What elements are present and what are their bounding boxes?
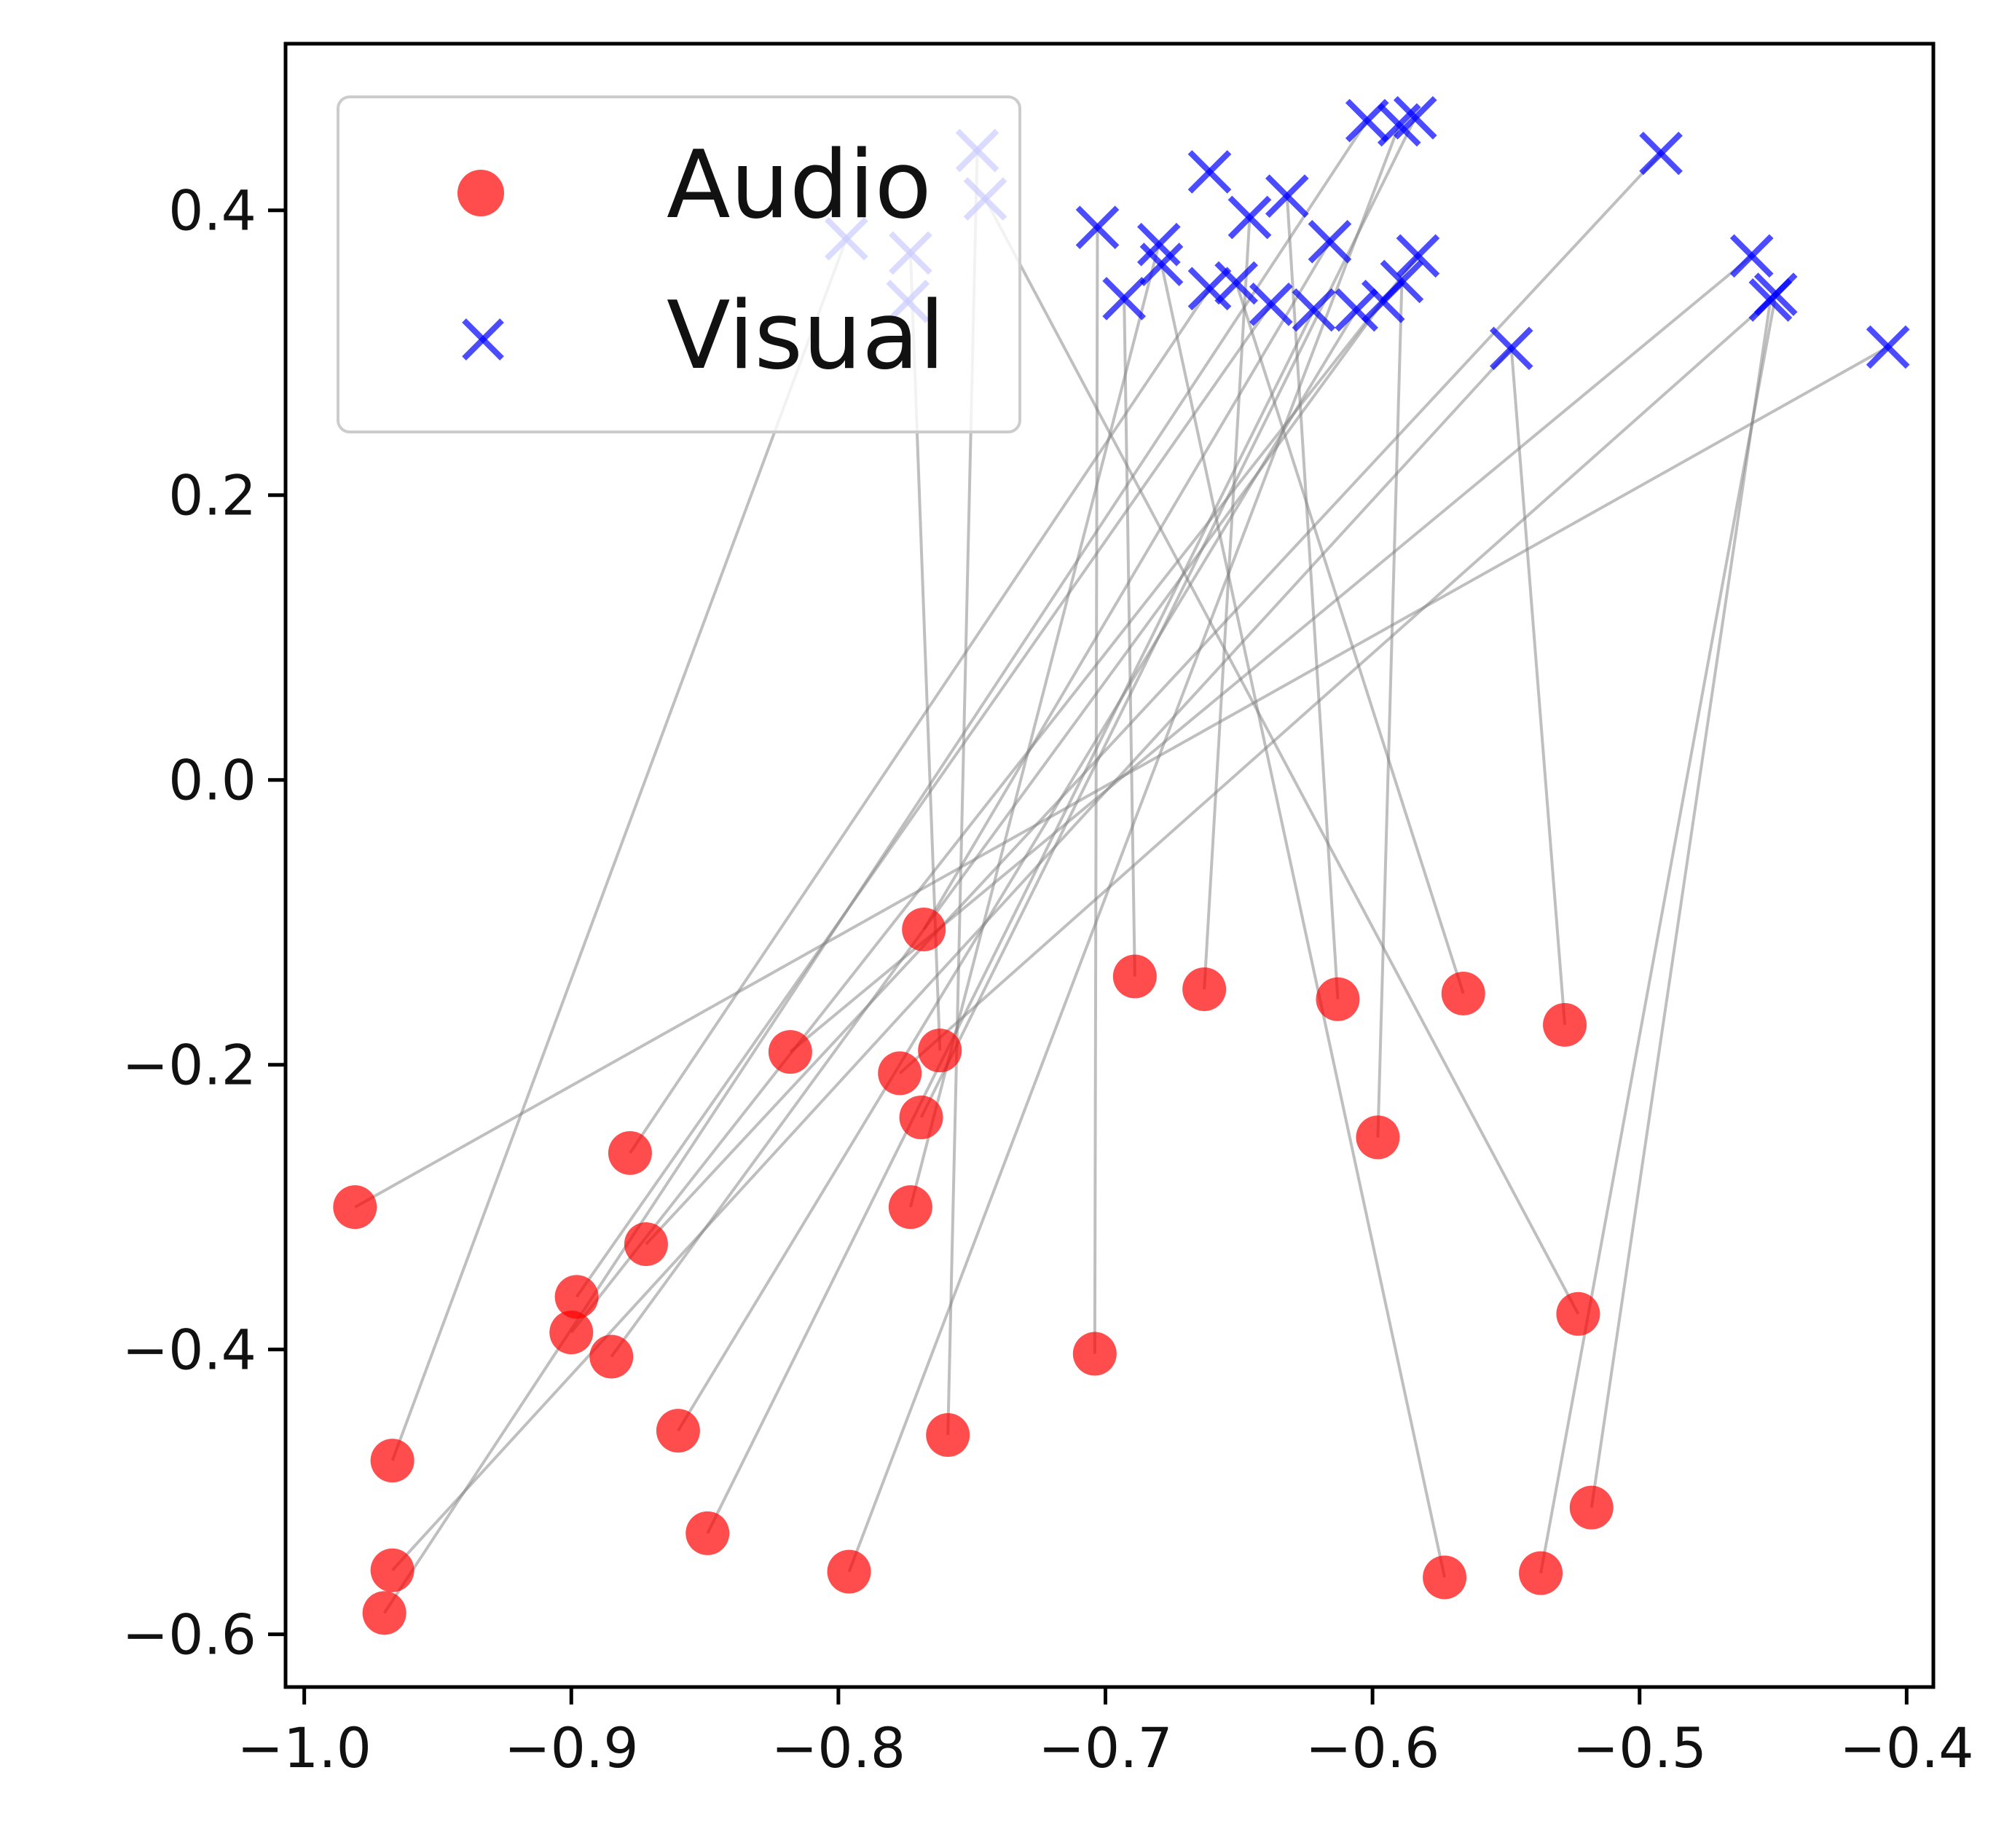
- x-axis: −1.0 −0.9 −0.8 −0.7 −0.6 −0.5 −0.4: [237, 1687, 1974, 1780]
- audio-point: [656, 1409, 700, 1453]
- audio-point: [370, 1548, 414, 1592]
- y-tick-label: 0.2: [168, 463, 256, 528]
- pair-link: [898, 299, 1772, 1074]
- pair-link: [1160, 264, 1447, 1578]
- pair-link: [390, 238, 848, 1461]
- legend-visual-marker: [462, 318, 504, 361]
- audio-point: [899, 1096, 943, 1140]
- pair-link: [575, 303, 1273, 1298]
- visual-point: [1335, 288, 1378, 332]
- visual-point: [1292, 288, 1336, 332]
- audio-point: [768, 1030, 812, 1074]
- audio-point: [1316, 977, 1360, 1021]
- legend-audio-label: Audio: [667, 131, 932, 240]
- y-tick-label: −0.4: [122, 1318, 256, 1383]
- legend-audio-marker: [457, 170, 504, 216]
- y-tick-label: 0.0: [168, 748, 256, 813]
- visual-point: [1380, 259, 1424, 304]
- plot-frame: [283, 42, 1936, 1689]
- audio-point: [549, 1310, 594, 1355]
- audio-point: [1556, 1291, 1600, 1336]
- pair-link: [1093, 227, 1099, 1354]
- visual-point: [1249, 282, 1293, 326]
- audio-point: [926, 1412, 970, 1457]
- audio-point: [1423, 1555, 1467, 1600]
- audio-point: [1543, 1002, 1587, 1047]
- visual-point: [1139, 243, 1184, 286]
- audio-point: [1569, 1485, 1614, 1530]
- audio-series: [333, 907, 1614, 1635]
- pair-link: [629, 288, 1211, 1155]
- audio-point: [918, 1029, 962, 1073]
- legend: Audio Visual: [337, 95, 1021, 433]
- audio-point: [624, 1222, 668, 1267]
- visual-point: [1187, 267, 1232, 311]
- pair-link: [847, 124, 1401, 1573]
- pair-link: [1590, 299, 1772, 1508]
- audio-point: [608, 1131, 652, 1175]
- pair-link: [983, 198, 1580, 1315]
- pair-link: [1203, 217, 1252, 990]
- pair-link: [922, 240, 1332, 930]
- pair-link: [919, 117, 1417, 1118]
- pair-link: [570, 255, 1420, 1334]
- audio-point: [1441, 971, 1485, 1015]
- pair-link: [1509, 348, 1567, 1026]
- pair-links: [354, 117, 1889, 1614]
- x-tick-label: −0.9: [504, 1715, 639, 1780]
- audio-point: [362, 1591, 406, 1635]
- audio-point: [1072, 1332, 1117, 1376]
- visual-point: [1227, 195, 1272, 240]
- y-axis: −0.6 −0.4 −0.2 0.0 0.2 0.4: [122, 178, 286, 1667]
- visual-point: [1753, 272, 1798, 316]
- legend-visual-label: Visual: [667, 282, 945, 390]
- pair-link: [391, 347, 1513, 1572]
- pair-link: [645, 152, 1662, 1246]
- x-tick-label: −0.4: [1839, 1715, 1974, 1780]
- y-tick-label: −0.2: [122, 1033, 256, 1098]
- pair-link: [677, 309, 1358, 1432]
- x-tick-label: −0.7: [1038, 1715, 1173, 1780]
- visual-point: [1308, 219, 1352, 264]
- audio-point: [1519, 1551, 1563, 1595]
- visual-point: [1214, 261, 1258, 305]
- visual-point: [1639, 131, 1683, 176]
- audio-point: [370, 1439, 414, 1483]
- x-tick-label: −1.0: [237, 1715, 372, 1780]
- audio-point: [878, 1051, 922, 1096]
- visual-point: [1866, 325, 1910, 369]
- audio-point: [589, 1334, 634, 1379]
- pair-link: [1235, 282, 1465, 994]
- visual-point: [1393, 95, 1437, 140]
- audio-point: [902, 907, 946, 951]
- x-tick-label: −0.8: [771, 1715, 906, 1780]
- pair-link: [1376, 281, 1404, 1138]
- legend-box: [337, 95, 1021, 433]
- audio-point: [1182, 967, 1227, 1012]
- y-tick-label: 0.4: [168, 178, 256, 243]
- visual-point: [1187, 150, 1232, 194]
- audio-point: [1112, 954, 1157, 999]
- x-tick-label: −0.5: [1572, 1715, 1707, 1780]
- audio-point: [685, 1511, 730, 1555]
- audio-point: [1356, 1115, 1400, 1160]
- visual-point: [1729, 234, 1774, 278]
- pair-link: [789, 254, 1753, 1053]
- visual-point: [1265, 174, 1309, 219]
- pair-link: [1539, 294, 1777, 1573]
- y-tick-label: −0.6: [122, 1603, 256, 1667]
- pair-link: [1123, 298, 1136, 977]
- pair-link: [706, 309, 1316, 1534]
- audio-point: [827, 1549, 871, 1594]
- visual-point: [1075, 205, 1120, 250]
- visual-point: [1396, 234, 1440, 278]
- audio-point: [333, 1185, 377, 1230]
- visual-point: [1102, 277, 1146, 321]
- audio-point: [888, 1185, 932, 1230]
- audio-point: [554, 1275, 599, 1319]
- x-tick-label: −0.6: [1305, 1715, 1440, 1780]
- visual-point: [1489, 326, 1533, 371]
